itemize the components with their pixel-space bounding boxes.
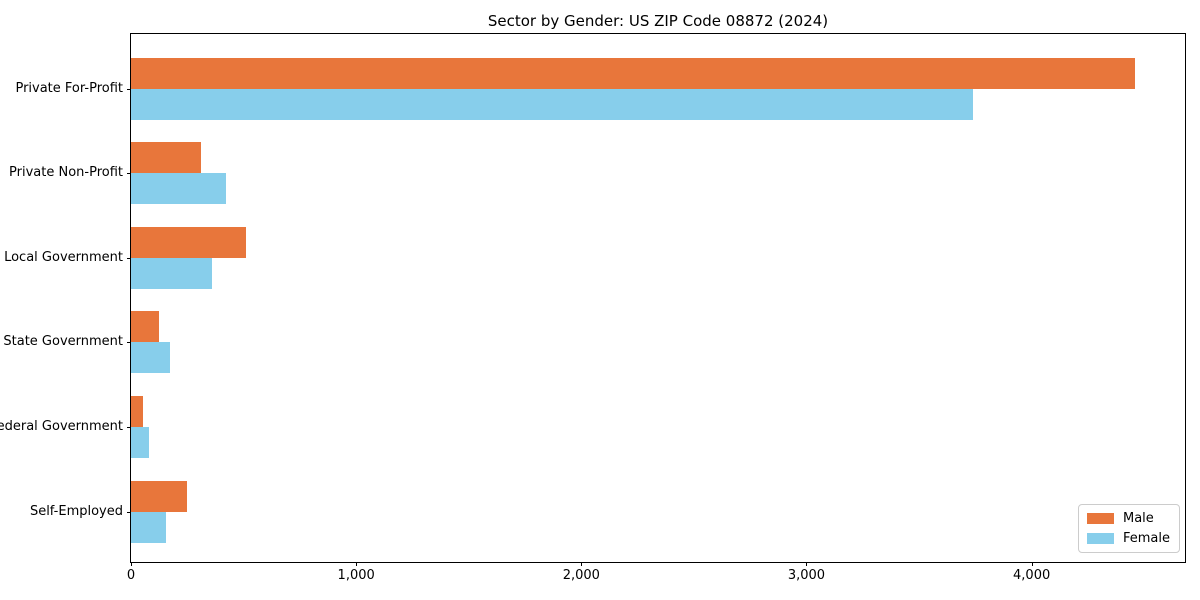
y-tick-mark	[127, 88, 131, 90]
legend-item-male: Male	[1086, 511, 1170, 526]
x-tick-mark	[356, 562, 358, 566]
bar-male-federal-government	[131, 395, 143, 427]
y-tick-mark	[127, 173, 131, 175]
bar-female-state-government	[131, 342, 170, 374]
bar-male-self-employed	[131, 480, 187, 512]
x-tick-label-3000: 3,000	[787, 568, 826, 583]
bar-male-private-for-profit	[131, 57, 1135, 89]
x-tick-label-4000: 4,000	[1013, 568, 1051, 583]
bar-female-local-government	[131, 257, 212, 289]
legend-item-female: Female	[1086, 531, 1170, 546]
y-tick-mark	[127, 426, 131, 428]
legend-swatch-male	[1086, 513, 1114, 524]
y-tick-label-local-government: Local Government	[4, 249, 123, 265]
x-tick-mark	[131, 562, 132, 566]
legend-label-female: Female	[1122, 531, 1170, 546]
y-tick-label-private-non-profit: Private Non-Profit	[9, 165, 123, 181]
legend: Male Female	[1077, 504, 1180, 553]
x-tick-mark	[1031, 562, 1033, 566]
x-tick-mark	[806, 562, 808, 566]
x-tick-label-2000: 2,000	[562, 568, 600, 583]
y-tick-label-private-for-profit: Private For-Profit	[15, 80, 123, 96]
chart-title: Sector by Gender: US ZIP Code 08872 (202…	[487, 12, 829, 30]
y-tick-label-self-employed: Self-Employed	[29, 503, 123, 519]
x-tick-label-0: 0	[126, 568, 136, 583]
legend-label-male: Male	[1122, 511, 1154, 526]
x-tick-label-1000: 1,000	[337, 568, 375, 583]
y-tick-label-federal-government: Federal Government	[0, 418, 123, 434]
bar-female-private-for-profit	[131, 88, 973, 120]
x-tick-mark	[581, 562, 583, 566]
bar-male-state-government	[131, 311, 159, 343]
y-tick-mark	[127, 342, 131, 344]
bar-female-self-employed	[131, 511, 166, 543]
bar-female-federal-government	[131, 426, 149, 458]
legend-swatch-female	[1086, 533, 1114, 544]
bar-female-private-non-profit	[131, 173, 226, 205]
y-tick-mark	[127, 511, 131, 513]
y-tick-mark	[127, 257, 131, 259]
plot-area: Private For-Profit Private Non-Profit Loca…	[0, 33, 1186, 583]
y-tick-label-state-government: State Government	[3, 334, 123, 350]
bar-male-local-government	[131, 226, 246, 258]
bar-male-private-non-profit	[131, 142, 201, 174]
